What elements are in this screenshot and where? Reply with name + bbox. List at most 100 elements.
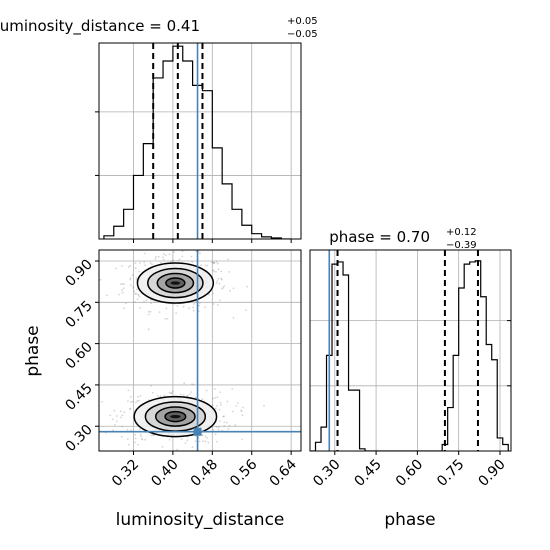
scatter-point: [207, 441, 210, 444]
scatter-point: [228, 271, 231, 273]
scatter-point: [191, 261, 194, 263]
scatter-point: [200, 264, 202, 267]
scatter-point: [198, 304, 200, 307]
scatter-point: [204, 440, 207, 443]
scatter-point: [121, 265, 123, 267]
title-luminosity-distance-lower-error: −0.05: [287, 29, 318, 40]
scatter-point: [240, 410, 243, 413]
scatter-point: [237, 402, 239, 404]
scatter-point: [213, 388, 216, 390]
scatter-point: [112, 429, 114, 431]
scatter-point: [137, 400, 140, 402]
scatter-point: [214, 407, 217, 410]
scatter-point: [154, 257, 157, 260]
scatter-point: [100, 400, 103, 403]
scatter-point: [232, 287, 235, 290]
scatter-point: [115, 267, 117, 270]
scatter-point: [125, 302, 128, 305]
scatter-point: [215, 260, 218, 263]
scatter-point: [215, 282, 218, 284]
scatter-point: [163, 394, 166, 397]
contour-core: [170, 414, 181, 419]
x-tick-label-phase-1: 0.45: [352, 457, 385, 490]
scatter-point: [145, 299, 148, 302]
scatter-point: [193, 303, 195, 305]
scatter-point: [223, 285, 226, 287]
title-phase-upper-error: +0.12: [446, 227, 477, 238]
scatter-point: [176, 305, 179, 307]
scatter-point: [137, 395, 139, 398]
scatter-point: [173, 251, 175, 254]
scatter-point: [166, 317, 169, 320]
scatter-point: [134, 301, 136, 303]
scatter-point: [204, 435, 207, 437]
scatter-point: [220, 270, 223, 273]
scatter-point: [116, 415, 118, 417]
x-tick-label-luminosity-distance-0: 0.32: [109, 457, 142, 490]
contour-group-mode-0: [136, 262, 215, 304]
scatter-point: [121, 425, 124, 428]
title-luminosity-distance-upper-error: +0.05: [287, 16, 318, 27]
scatter-point: [263, 404, 265, 407]
scatter-point: [171, 390, 174, 392]
scatter-point: [175, 312, 178, 314]
contour-line-3: [165, 277, 186, 289]
scatter-point: [208, 293, 210, 296]
scatter-point: [93, 413, 95, 415]
scatter-point: [182, 305, 185, 308]
scatter-point: [134, 433, 137, 436]
scatter-point: [138, 270, 141, 273]
scatter-point: [162, 256, 164, 259]
scatter-point: [202, 440, 205, 443]
scatter-point: [194, 396, 197, 399]
x-axis-label-luminosity-distance: luminosity_distance: [116, 510, 285, 530]
scatter-point: [157, 255, 160, 258]
scatter-point: [171, 260, 174, 262]
scatter-point: [215, 426, 218, 428]
scatter-point: [163, 253, 165, 256]
scatter-point: [181, 250, 184, 253]
scatter-point: [119, 410, 122, 413]
scatter-point: [226, 400, 229, 403]
frame-top-left: [98, 42, 302, 240]
scatter-point: [212, 262, 215, 264]
scatter-point: [144, 252, 146, 255]
title-phase: phase = 0.70: [329, 228, 430, 246]
scatter-point: [226, 421, 228, 424]
scatter-point: [241, 414, 244, 417]
scatter-point: [133, 290, 136, 293]
scatter-point: [220, 404, 222, 406]
contour-line-3: [164, 410, 187, 423]
scatter-point: [113, 409, 116, 412]
scatter-point: [106, 294, 108, 297]
marginal-panel-phase: 0.30 0.45 0.60 0.75 0.90: [309, 249, 512, 490]
scatter-point: [132, 286, 135, 288]
scatter-point: [212, 429, 215, 431]
scatter-point: [138, 296, 141, 298]
scatter-point: [206, 436, 208, 439]
scatter-point: [232, 317, 235, 319]
histogram-luminosity-distance: [103, 45, 292, 239]
scatter-point: [143, 300, 145, 303]
scatter-point: [168, 391, 171, 394]
scatter-point: [217, 277, 220, 280]
scatter-point: [177, 259, 180, 262]
scatter-point: [130, 401, 132, 403]
scatter-point: [182, 394, 185, 396]
contour-line-1: [147, 267, 204, 299]
scatter-point: [222, 286, 225, 289]
scatter-point: [123, 283, 125, 285]
scatter-point: [137, 293, 140, 296]
scatter-point: [211, 404, 214, 407]
scatter-point: [141, 438, 144, 441]
scatter-point: [118, 293, 120, 296]
x-tick-label-luminosity-distance-4: 0.64: [267, 456, 300, 489]
scatter-point: [129, 408, 131, 410]
scatter-point: [136, 298, 139, 301]
scatter-point: [162, 258, 165, 261]
scatter-point: [164, 254, 167, 257]
scatter-point: [216, 280, 219, 282]
scatter-point: [139, 433, 142, 436]
contour-line-0: [136, 262, 215, 304]
scatter-point: [113, 423, 116, 426]
